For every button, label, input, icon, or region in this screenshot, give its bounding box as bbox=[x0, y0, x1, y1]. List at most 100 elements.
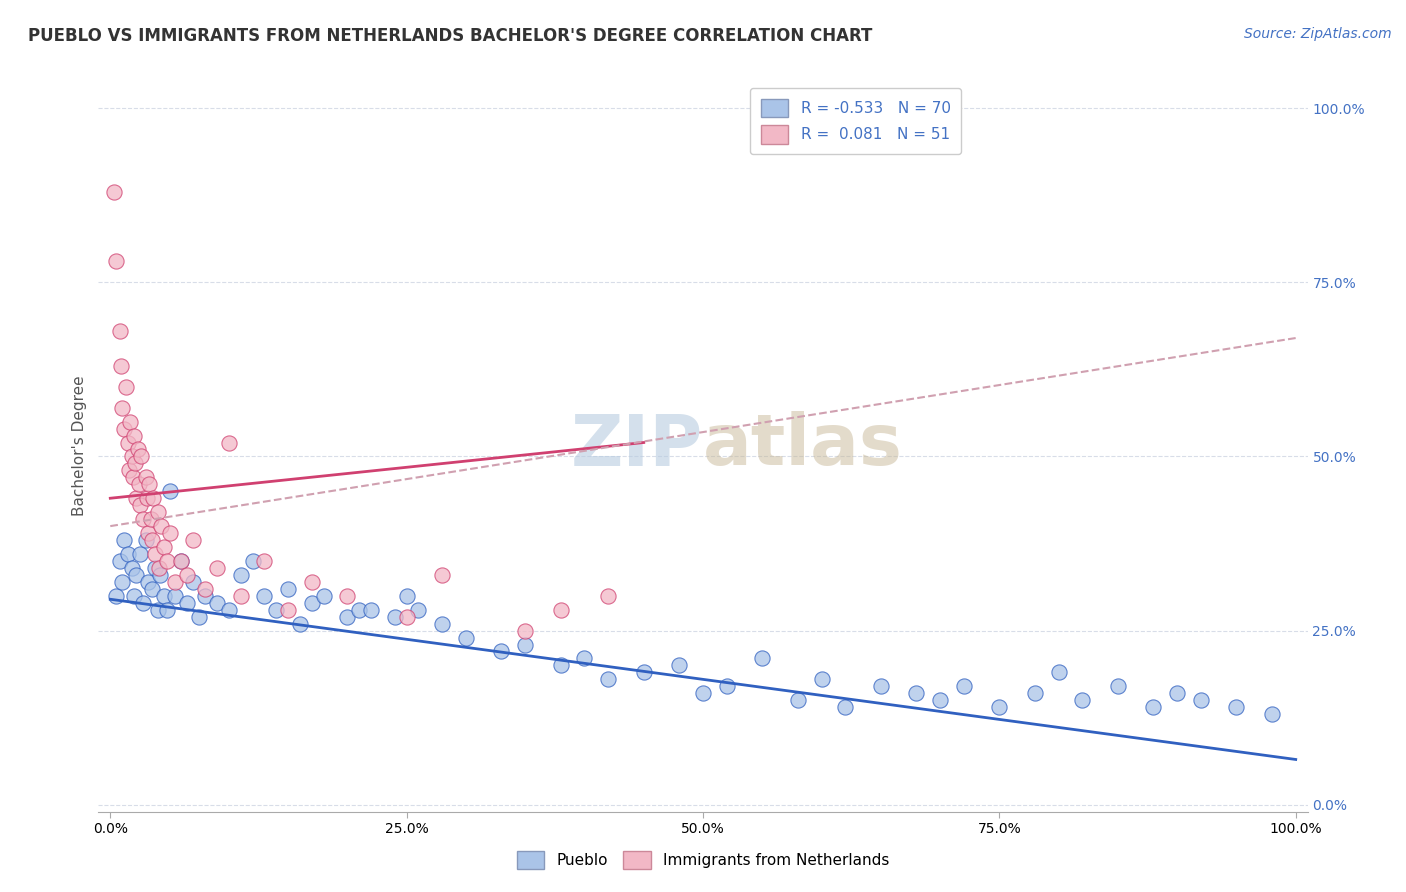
Point bbox=[277, 603, 299, 617]
Text: atlas: atlas bbox=[703, 411, 903, 481]
Point bbox=[336, 589, 359, 603]
Legend: Pueblo, Immigrants from Netherlands: Pueblo, Immigrants from Netherlands bbox=[510, 845, 896, 875]
Point bbox=[141, 582, 163, 596]
Point bbox=[194, 582, 217, 596]
Point bbox=[1166, 686, 1188, 700]
Point bbox=[132, 512, 155, 526]
Point bbox=[598, 589, 620, 603]
Point bbox=[1189, 693, 1212, 707]
Point bbox=[869, 679, 891, 693]
Point bbox=[114, 380, 136, 394]
Point bbox=[120, 415, 142, 429]
Point bbox=[347, 603, 370, 617]
Point bbox=[786, 693, 808, 707]
Point bbox=[143, 561, 166, 575]
Point bbox=[129, 450, 152, 464]
Point bbox=[194, 589, 217, 603]
Point bbox=[1024, 686, 1046, 700]
Point bbox=[141, 533, 163, 547]
Point bbox=[139, 512, 162, 526]
Point bbox=[121, 561, 143, 575]
Point bbox=[114, 421, 136, 435]
Point bbox=[301, 596, 323, 610]
Point bbox=[108, 324, 131, 338]
Point bbox=[751, 651, 773, 665]
Point bbox=[264, 603, 287, 617]
Text: PUEBLO VS IMMIGRANTS FROM NETHERLANDS BACHELOR'S DEGREE CORRELATION CHART: PUEBLO VS IMMIGRANTS FROM NETHERLANDS BA… bbox=[28, 27, 873, 45]
Point bbox=[125, 567, 148, 582]
Point bbox=[432, 567, 454, 582]
Point bbox=[105, 589, 128, 603]
Point bbox=[301, 574, 323, 589]
Point bbox=[122, 428, 145, 442]
Point bbox=[188, 609, 211, 624]
Point bbox=[312, 589, 335, 603]
Point bbox=[127, 442, 149, 457]
Point bbox=[165, 589, 187, 603]
Point bbox=[152, 540, 174, 554]
Point bbox=[117, 435, 139, 450]
Point bbox=[125, 491, 148, 506]
Point bbox=[138, 477, 160, 491]
Point bbox=[121, 450, 143, 464]
Point bbox=[170, 554, 193, 568]
Point bbox=[136, 491, 159, 506]
Point bbox=[150, 519, 173, 533]
Point bbox=[176, 567, 198, 582]
Point bbox=[253, 589, 276, 603]
Point bbox=[110, 359, 132, 373]
Point bbox=[170, 554, 193, 568]
Point bbox=[103, 185, 125, 199]
Text: Source: ZipAtlas.com: Source: ZipAtlas.com bbox=[1244, 27, 1392, 41]
Point bbox=[1107, 679, 1129, 693]
Point bbox=[668, 658, 690, 673]
Point bbox=[146, 505, 169, 519]
Point bbox=[114, 533, 136, 547]
Point bbox=[143, 547, 166, 561]
Point bbox=[716, 679, 738, 693]
Point bbox=[105, 254, 128, 268]
Point bbox=[229, 589, 252, 603]
Point bbox=[229, 567, 252, 582]
Point bbox=[1047, 665, 1070, 680]
Point bbox=[181, 574, 204, 589]
Point bbox=[118, 463, 141, 477]
Point bbox=[988, 700, 1011, 714]
Point bbox=[205, 596, 228, 610]
Point bbox=[408, 603, 430, 617]
Point bbox=[360, 603, 382, 617]
Point bbox=[128, 477, 150, 491]
Point bbox=[205, 561, 228, 575]
Point bbox=[515, 638, 537, 652]
Point bbox=[1142, 700, 1164, 714]
Point bbox=[1071, 693, 1094, 707]
Point bbox=[598, 673, 620, 687]
Point bbox=[810, 673, 832, 687]
Point bbox=[218, 603, 240, 617]
Point bbox=[253, 554, 276, 568]
Point bbox=[136, 526, 159, 541]
Point bbox=[117, 547, 139, 561]
Point bbox=[121, 470, 143, 484]
Point bbox=[1261, 707, 1284, 722]
Point bbox=[129, 547, 152, 561]
Point bbox=[156, 603, 179, 617]
Point bbox=[952, 679, 974, 693]
Point bbox=[432, 616, 454, 631]
Point bbox=[574, 651, 596, 665]
Point bbox=[454, 631, 477, 645]
Point bbox=[129, 498, 152, 512]
Point bbox=[336, 609, 359, 624]
Point bbox=[165, 574, 187, 589]
Point bbox=[491, 644, 513, 658]
Point bbox=[152, 589, 174, 603]
Point bbox=[550, 658, 572, 673]
Point bbox=[277, 582, 299, 596]
Point bbox=[122, 589, 145, 603]
Y-axis label: Bachelor's Degree: Bachelor's Degree bbox=[72, 376, 87, 516]
Point bbox=[550, 603, 572, 617]
Point bbox=[242, 554, 264, 568]
Point bbox=[132, 596, 155, 610]
Point bbox=[149, 567, 172, 582]
Point bbox=[384, 609, 406, 624]
